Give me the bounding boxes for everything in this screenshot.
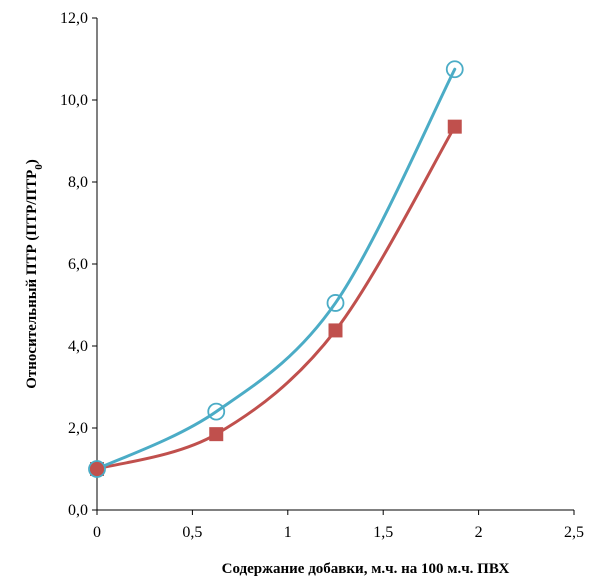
y-tick-label: 10,0 <box>60 92 88 109</box>
y-tick-label: 0,0 <box>68 502 88 519</box>
x-tick-label: 0,5 <box>182 524 202 541</box>
series-1-line <box>95 67 457 471</box>
series-1-point <box>88 460 106 478</box>
y-axis-title-main: Относительный ПТР (ПТР/ПТР <box>24 170 40 389</box>
axes <box>96 18 574 511</box>
series-1-point <box>207 402 226 421</box>
y-tick-label: 4,0 <box>68 338 88 355</box>
x-tick-label: 1 <box>284 524 292 541</box>
x-tick-label: 2,5 <box>564 524 584 541</box>
series-2-point <box>328 323 343 338</box>
x-tick-label: 1,5 <box>373 524 393 541</box>
y-ticks: 0,0 2,0 4,0 6,0 8,0 10,0 12,0 <box>60 10 97 519</box>
y-tick-label: 12,0 <box>60 10 88 27</box>
series-1-point <box>326 294 345 312</box>
y-axis-title-subscript: 0 <box>33 164 45 170</box>
x-tick-label: 0 <box>93 524 101 541</box>
x-axis-title: Содержание добавки, м.ч. на 100 м.ч. ПВХ <box>222 561 510 577</box>
y-tick-label: 8,0 <box>68 174 88 191</box>
series-2-point <box>447 119 462 134</box>
y-axis-title: Относительный ПТР (ПТР/ПТР0) <box>24 159 45 389</box>
series-2-point <box>90 462 104 476</box>
x-tick-label: 2 <box>475 524 483 541</box>
y-tick-label: 2,0 <box>68 420 88 437</box>
x-ticks: 0 0,5 1 1,5 2 2,5 <box>93 510 584 541</box>
series-2-point <box>209 427 224 442</box>
series-1-point <box>445 60 464 79</box>
y-tick-label: 6,0 <box>68 256 88 273</box>
y-axis-title-close: ) <box>24 159 40 164</box>
series-layer <box>88 60 464 478</box>
series-2-line <box>95 125 457 471</box>
